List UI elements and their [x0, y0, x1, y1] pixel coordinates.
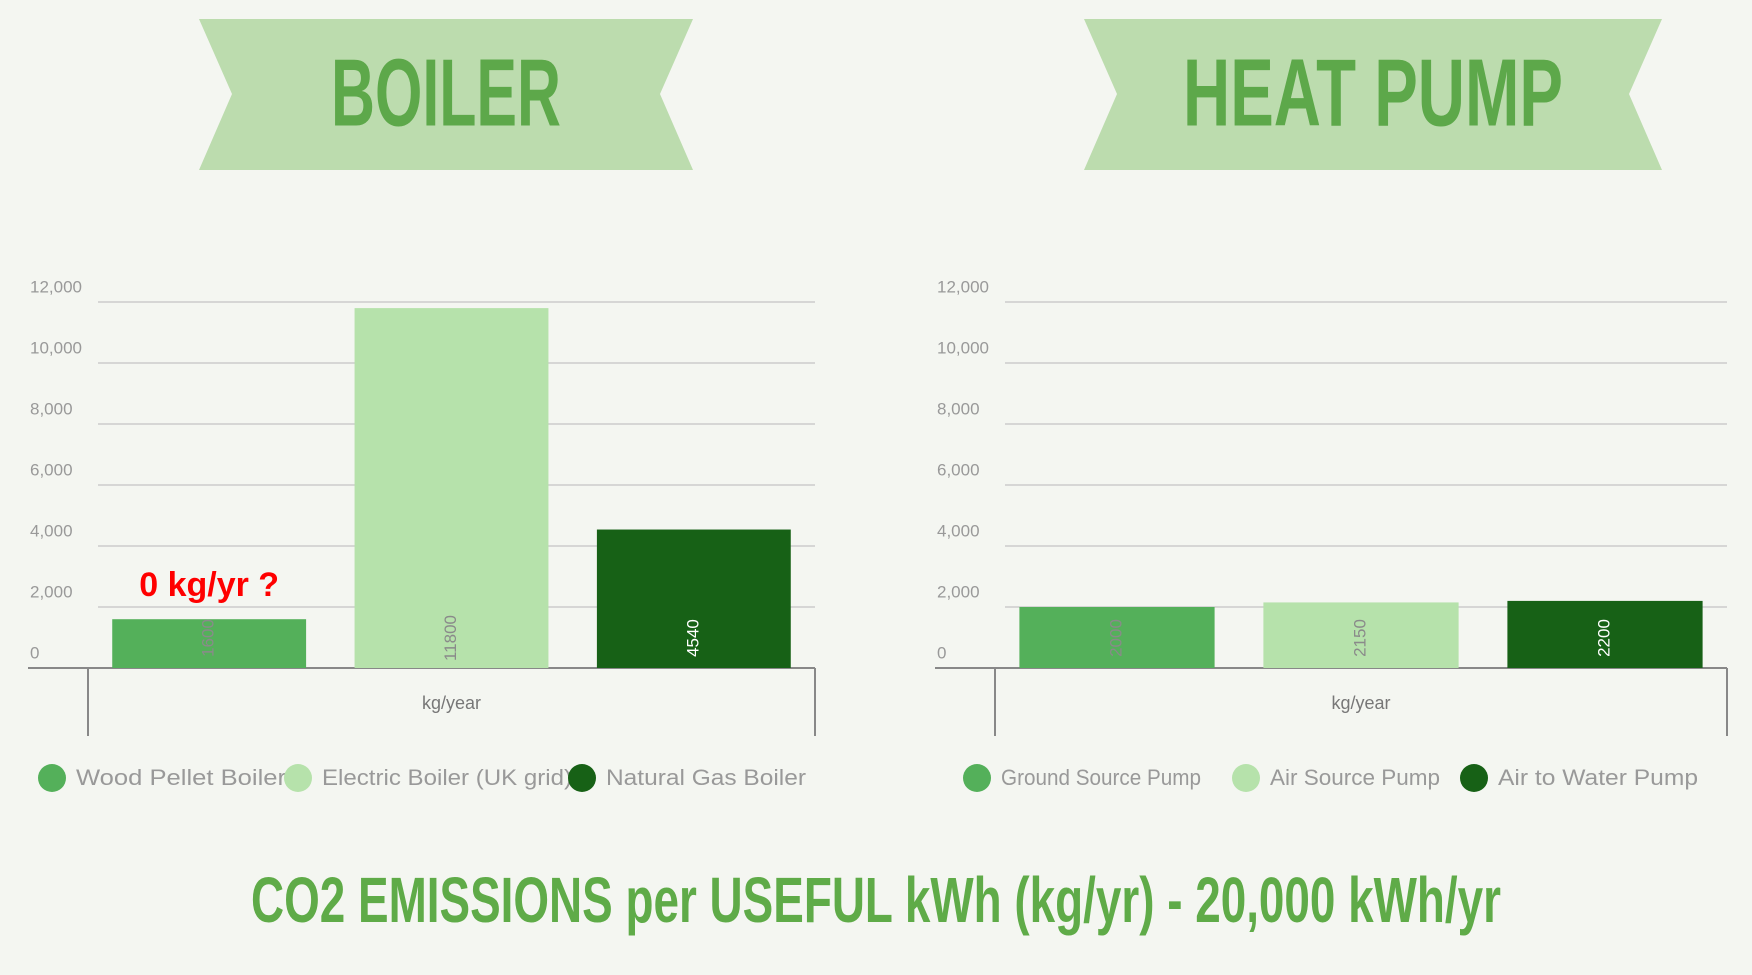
y-tick-label: 10,000: [937, 338, 989, 357]
y-tick-label: 2,000: [937, 582, 980, 601]
legend-label: Air Source Pump: [1270, 765, 1440, 790]
legend-label: Wood Pellet Boiler: [76, 765, 286, 790]
y-tick-label: 4,000: [937, 521, 980, 540]
bar: [355, 308, 549, 668]
chart-title: HEAT PUMP: [1183, 39, 1563, 146]
value-label: 11800: [441, 615, 460, 661]
footer-title: CO2 EMISSIONS per USEFUL kWh (kg/yr) - 2…: [251, 864, 1501, 936]
legend-marker: [568, 764, 596, 792]
annotation: 0 kg/yr ?: [139, 566, 279, 604]
value-label: 2000: [1106, 619, 1125, 657]
y-tick-label: 0: [937, 643, 946, 662]
y-tick-label: 8,000: [937, 399, 980, 418]
x-axis-label: kg/year: [1331, 693, 1390, 713]
legend-label: Ground Source Pump: [1001, 765, 1201, 790]
y-tick-label: 8,000: [30, 399, 73, 418]
y-tick-label: 12,000: [30, 277, 82, 296]
legend-label: Electric Boiler (UK grid): [322, 765, 572, 790]
legend-marker: [284, 764, 312, 792]
legend-label: Natural Gas Boiler: [606, 765, 806, 790]
legend-label: Air to Water Pump: [1498, 765, 1698, 790]
chart-title: BOILER: [331, 39, 561, 146]
y-tick-label: 4,000: [30, 521, 73, 540]
value-label: 1600: [199, 619, 218, 657]
legend-marker: [38, 764, 66, 792]
y-tick-label: 12,000: [937, 277, 989, 296]
value-label: 2150: [1350, 619, 1369, 657]
y-tick-label: 2,000: [30, 582, 73, 601]
y-tick-label: 6,000: [937, 460, 980, 479]
x-axis-label: kg/year: [422, 693, 481, 713]
y-tick-label: 6,000: [30, 460, 73, 479]
legend-marker: [963, 764, 991, 792]
value-label: 4540: [683, 619, 702, 657]
legend-marker: [1232, 764, 1260, 792]
value-label: 2200: [1594, 619, 1613, 657]
y-tick-label: 10,000: [30, 338, 82, 357]
y-tick-label: 0: [30, 643, 39, 662]
infographic: CO2 EMISSIONS per USEFUL kWh (kg/yr) - 2…: [0, 0, 1752, 975]
legend-marker: [1460, 764, 1488, 792]
